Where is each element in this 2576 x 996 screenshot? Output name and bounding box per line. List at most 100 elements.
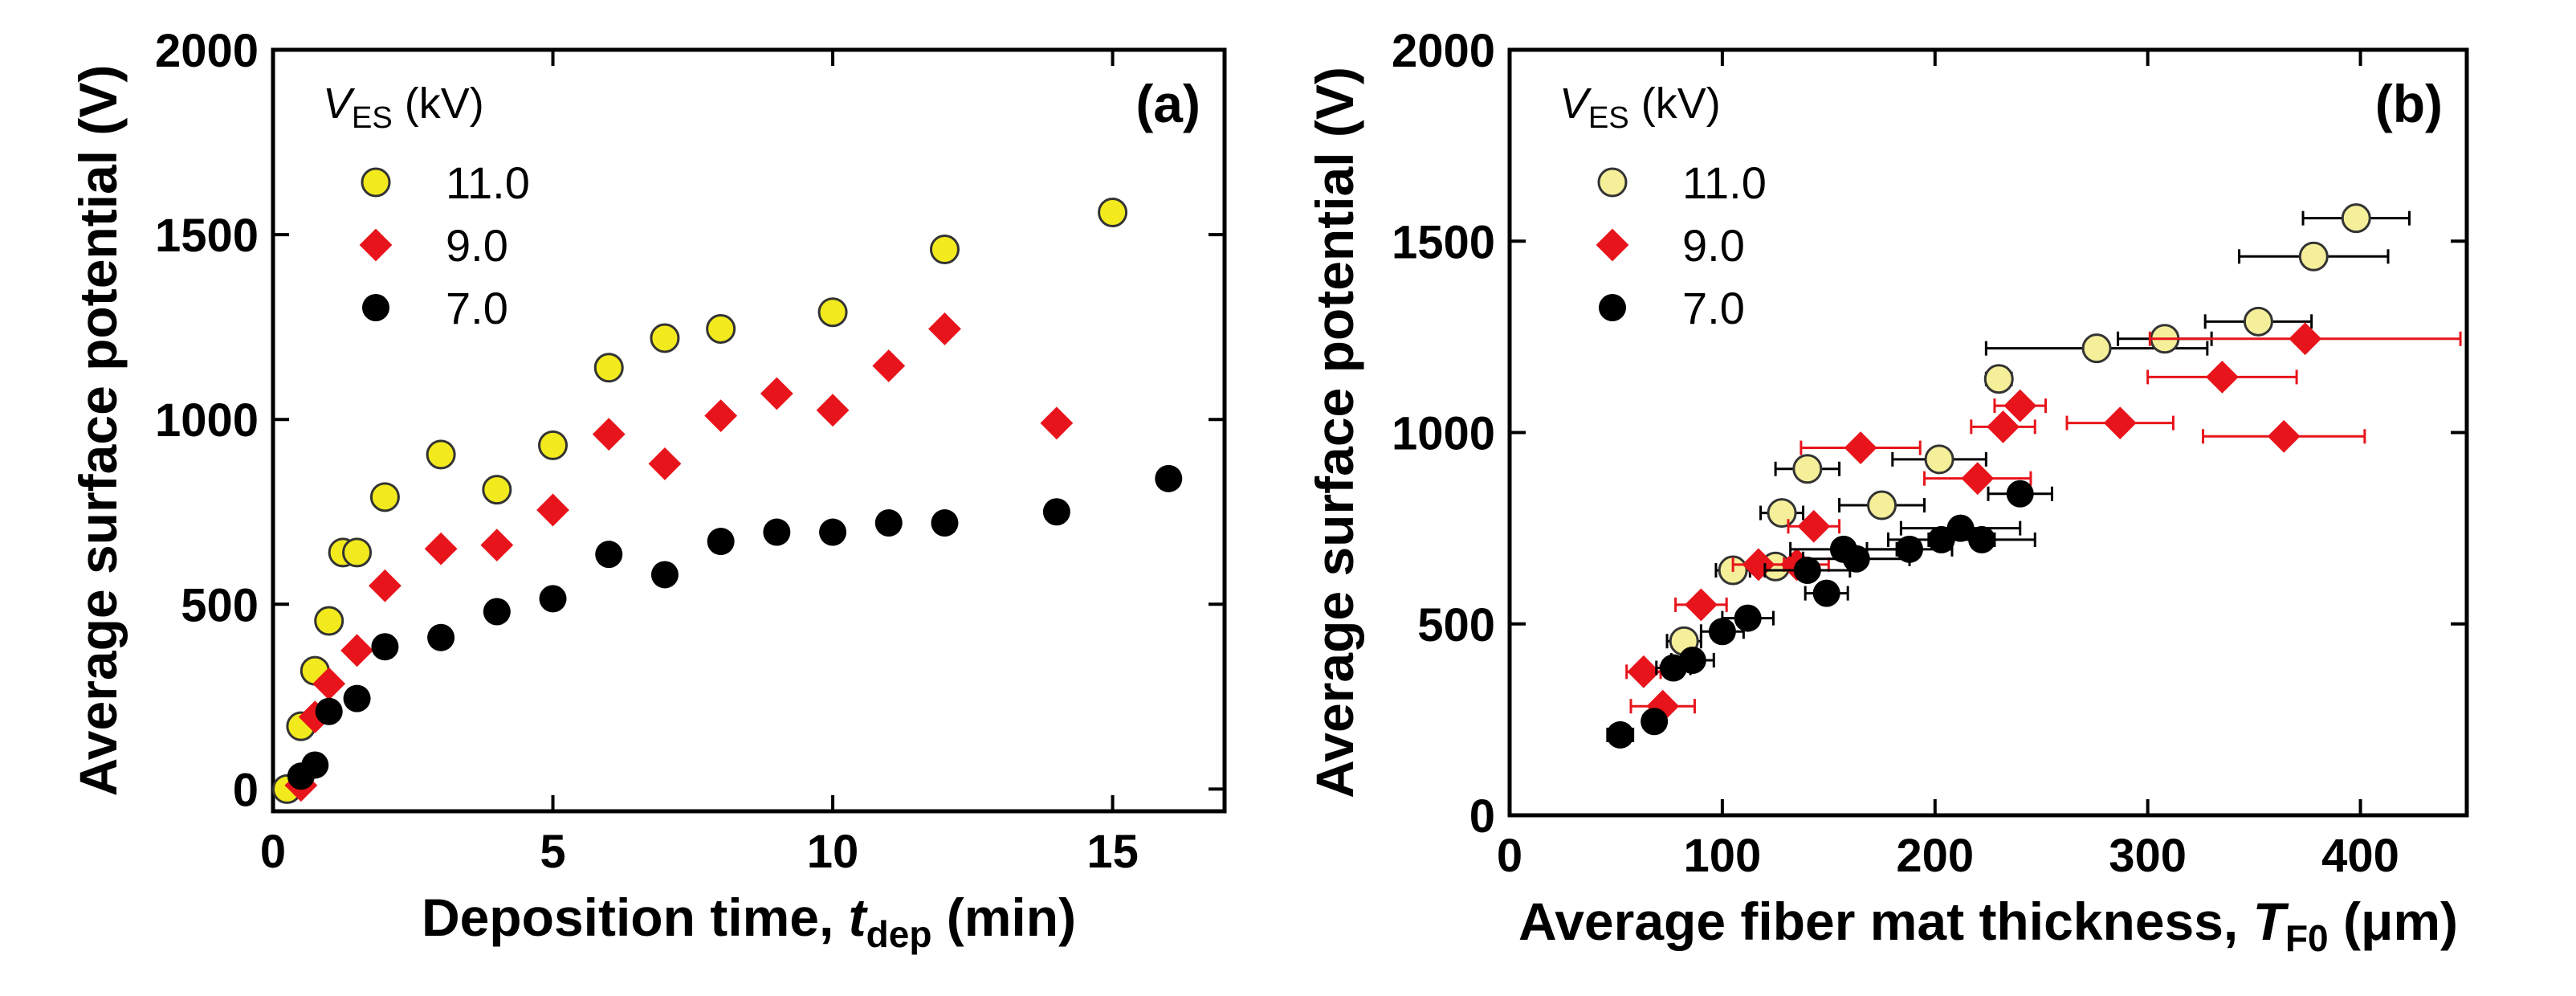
data-point [929,235,960,265]
y-tick-label: 1000 [1392,408,1495,460]
panel-a-chart: 0 5 10 15 0 500 1000 1500 2000 Average surface po… [68,25,1227,955]
data-point [1098,197,1128,227]
data-point [369,569,401,602]
data-point [427,623,455,651]
data-point [1767,498,1797,529]
y-tick-label: 500 [1417,599,1495,651]
legend-title-subscript: ES [1588,101,1629,135]
data-point [371,633,399,661]
data-point [592,418,626,451]
legend-title: VES (kV) [323,80,484,135]
y-tick-label: 0 [1469,790,1495,843]
data-point [931,509,959,537]
data-point [2006,480,2034,508]
data-point [817,297,848,328]
data-point [650,323,680,353]
x-axis-label-subscript: F0 [2285,917,2329,959]
data-point [538,430,569,460]
data-point [314,606,344,636]
data-point [1793,557,1821,585]
data-point [760,377,793,410]
data-point [1983,364,2014,394]
data-point [424,532,458,565]
data-point [928,312,961,345]
data-point [1867,490,1897,520]
data-point [2081,333,2112,364]
data-point [426,439,456,470]
panel-label: (a) [1135,74,1200,133]
data-point [1155,464,1183,492]
data-point [482,475,512,505]
data-point [1042,498,1070,526]
y-tick-label: 2000 [155,25,259,77]
data-point [1685,588,1718,622]
legend-marker [362,294,389,321]
x-tick-label: 0 [260,826,286,878]
x-axis-label-variable: T [2253,892,2289,951]
data-point [650,561,679,589]
x-tick-label: 200 [1896,830,1974,882]
data-point [1924,444,1954,475]
data-point [2289,322,2322,356]
data-point [2103,406,2137,439]
x-tick-label: 0 [1497,830,1522,882]
data-point [1040,406,1074,440]
y-tick-label: 1500 [1392,216,1495,268]
data-point [1708,618,1736,646]
data-point [1742,548,1775,582]
data-point [816,394,850,427]
panel-label: (b) [2375,74,2443,133]
legend-label: 7.0 [1682,283,1745,333]
x-axis-label-subscript: dep [866,913,932,955]
y-tick-label: 2000 [1392,25,1495,77]
legend-marker [1597,167,1628,198]
data-point [819,518,847,546]
data-point [1946,514,1975,542]
data-point [315,697,343,725]
data-point [2341,203,2371,234]
y-axis-label: Average surface potential (V) [1305,67,1364,798]
data-point [1895,535,1923,563]
x-axis-label-text: Average fiber mat thickness, [1518,892,2253,951]
data-point [539,585,567,613]
x-tick-label: 5 [540,826,565,878]
data-point [1842,545,1870,573]
panel-b-chart: 0 100 200 300 400 0 500 1000 1500 2000 Average sur… [1305,25,2469,959]
legend-label: 9.0 [1682,220,1745,271]
data-point [1678,647,1706,675]
y-tick-label: 0 [233,764,259,816]
data-point [343,684,371,712]
data-point [536,493,569,527]
data-point [1606,720,1634,749]
legend-marker [1599,294,1626,321]
data-point [2298,241,2329,271]
data-point [1797,509,1831,543]
data-point [872,349,906,382]
data-point [763,518,791,546]
x-tick-label: 10 [807,826,859,878]
legend-title-variable: V [1559,80,1592,128]
data-point [706,313,736,344]
data-point [480,529,514,562]
data-point [1961,462,1995,496]
data-point [1968,525,1996,553]
data-point [301,751,329,779]
legend-title-unit: (kV) [393,80,484,128]
data-point [1792,454,1823,484]
data-point [1734,604,1762,632]
legend-title-unit: (kV) [1629,80,1721,128]
legend-label: 11.0 [1682,157,1767,208]
legend-marker [359,228,393,262]
data-point [1812,579,1840,607]
legend-title-subscript: ES [352,101,393,135]
y-axis-label: Average surface potential (V) [68,65,128,797]
x-axis-label-unit: (μm) [2329,892,2458,951]
data-point [2205,361,2239,394]
y-tick-label: 1500 [155,210,259,262]
x-axis-label: Deposition time, tdep (min) [422,888,1076,955]
legend-marker [361,167,391,198]
data-point [483,598,511,626]
data-point [342,537,373,568]
legend-label: 9.0 [446,220,508,271]
